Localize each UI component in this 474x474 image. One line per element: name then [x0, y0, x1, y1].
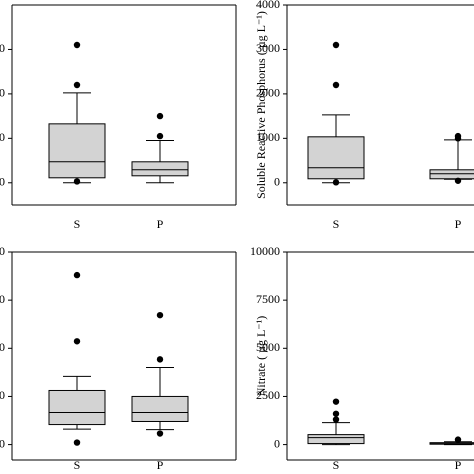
y-tick-label: 500	[0, 388, 5, 402]
x-tick-label: S	[333, 217, 340, 231]
outlier	[73, 271, 81, 279]
box	[307, 434, 365, 445]
outlier	[332, 41, 340, 49]
box	[48, 123, 106, 179]
outlier	[454, 135, 462, 142]
x-tick-label: S	[333, 458, 340, 472]
y-tick-label: 2500	[256, 388, 280, 402]
y-tick-label: 7500	[256, 292, 280, 306]
outlier	[332, 179, 340, 186]
outlier	[332, 81, 340, 89]
y-tick-label: 5000	[256, 340, 280, 354]
box	[131, 395, 189, 422]
outlier	[156, 356, 164, 363]
y-tick-label: 4000	[256, 0, 280, 11]
y-tick-label: 2000	[256, 86, 280, 100]
y-tick-label: 2000	[0, 86, 5, 100]
x-tick-label: P	[455, 217, 462, 231]
box	[48, 389, 106, 426]
y-tick-label: 1500	[0, 292, 5, 306]
box	[307, 136, 365, 180]
y-tick-label: 1000	[0, 340, 5, 354]
outlier	[73, 41, 81, 49]
y-tick-label: 2000	[0, 244, 5, 258]
outlier	[73, 178, 81, 185]
y-tick-label: 0	[274, 175, 280, 189]
outlier	[332, 398, 340, 405]
outlier	[73, 439, 81, 446]
outlier	[73, 81, 81, 89]
outlier	[156, 311, 164, 319]
outlier	[73, 338, 81, 345]
y-tick-label: 3000	[256, 41, 280, 55]
x-tick-label: S	[74, 217, 81, 231]
y-tick-label: 0	[0, 175, 5, 189]
x-tick-label: P	[157, 217, 164, 231]
y-tick-label: 10000	[250, 244, 280, 258]
y-axis-label: Soluble Reactive Phosphorus ( µg L⁻¹)	[254, 11, 268, 199]
x-tick-label: P	[455, 458, 462, 472]
y-tick-label: 3000	[0, 41, 5, 55]
y-tick-label: 1000	[0, 130, 5, 144]
y-axis-label: Nitrate ( µg L⁻¹)	[254, 316, 268, 396]
outlier	[454, 177, 462, 184]
x-tick-label: P	[157, 458, 164, 472]
outlier	[156, 112, 164, 120]
outlier	[156, 430, 164, 437]
outlier	[454, 436, 462, 443]
y-tick-label: 0	[0, 436, 5, 450]
y-tick-label: 1000	[256, 130, 280, 144]
box	[131, 161, 189, 177]
x-tick-label: S	[74, 458, 81, 472]
outlier	[332, 410, 340, 417]
outlier	[156, 132, 164, 140]
outlier	[332, 416, 340, 423]
y-tick-label: 0	[274, 436, 280, 450]
